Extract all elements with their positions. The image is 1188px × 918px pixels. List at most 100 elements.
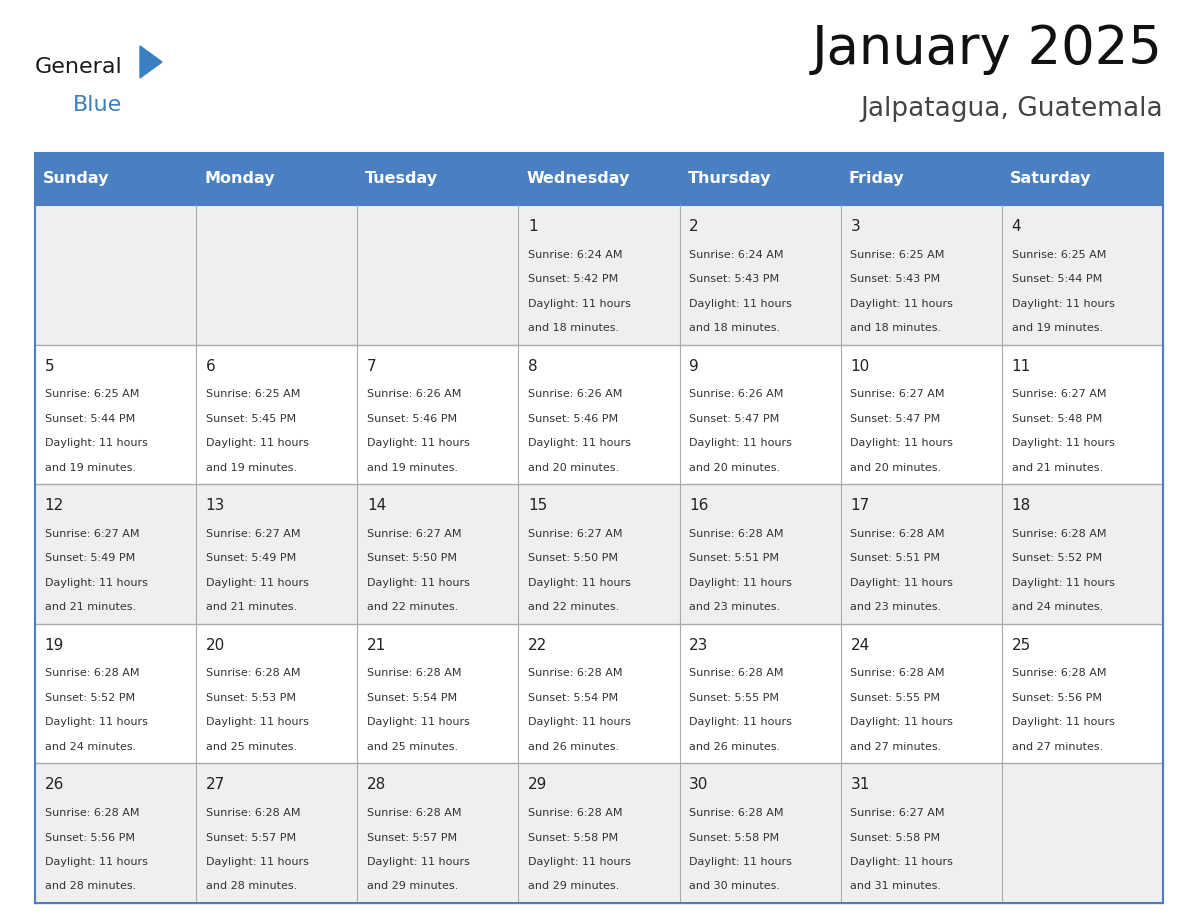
Text: Daylight: 11 hours: Daylight: 11 hours xyxy=(45,717,147,727)
Bar xyxy=(1001,205,1163,344)
Bar xyxy=(518,484,680,624)
Text: Daylight: 11 hours: Daylight: 11 hours xyxy=(851,717,953,727)
Text: and 24 minutes.: and 24 minutes. xyxy=(1011,602,1102,612)
Text: and 24 minutes.: and 24 minutes. xyxy=(45,742,135,752)
Text: Sunset: 5:44 PM: Sunset: 5:44 PM xyxy=(45,414,135,424)
Text: and 22 minutes.: and 22 minutes. xyxy=(529,602,619,612)
Text: Sunrise: 6:25 AM: Sunrise: 6:25 AM xyxy=(45,389,139,399)
Text: Sunrise: 6:27 AM: Sunrise: 6:27 AM xyxy=(367,529,461,539)
Text: and 27 minutes.: and 27 minutes. xyxy=(851,742,942,752)
Text: Sunset: 5:57 PM: Sunset: 5:57 PM xyxy=(367,833,457,843)
Bar xyxy=(358,484,518,624)
Bar xyxy=(196,205,358,344)
Text: and 25 minutes.: and 25 minutes. xyxy=(206,742,297,752)
Text: Sunset: 5:47 PM: Sunset: 5:47 PM xyxy=(851,414,941,424)
Text: 26: 26 xyxy=(45,778,64,792)
Text: Sunset: 5:49 PM: Sunset: 5:49 PM xyxy=(206,554,296,564)
Text: Sunset: 5:52 PM: Sunset: 5:52 PM xyxy=(45,693,134,703)
Text: Saturday: Saturday xyxy=(1010,172,1092,186)
Text: and 25 minutes.: and 25 minutes. xyxy=(367,742,459,752)
Text: Sunrise: 6:25 AM: Sunrise: 6:25 AM xyxy=(851,250,944,260)
Text: Thursday: Thursday xyxy=(688,172,771,186)
Text: and 31 minutes.: and 31 minutes. xyxy=(851,881,941,891)
Text: Sunrise: 6:24 AM: Sunrise: 6:24 AM xyxy=(529,250,623,260)
Text: Sunrise: 6:27 AM: Sunrise: 6:27 AM xyxy=(45,529,139,539)
Bar xyxy=(196,344,358,484)
Text: Daylight: 11 hours: Daylight: 11 hours xyxy=(206,438,309,448)
Text: Sunset: 5:43 PM: Sunset: 5:43 PM xyxy=(851,274,941,284)
Text: Daylight: 11 hours: Daylight: 11 hours xyxy=(851,577,953,588)
Text: Sunset: 5:50 PM: Sunset: 5:50 PM xyxy=(529,554,618,564)
Text: Sunrise: 6:27 AM: Sunrise: 6:27 AM xyxy=(851,808,944,818)
Bar xyxy=(196,624,358,764)
Bar xyxy=(680,205,841,344)
Text: Sunrise: 6:27 AM: Sunrise: 6:27 AM xyxy=(206,529,301,539)
Text: General: General xyxy=(34,57,122,77)
Text: and 19 minutes.: and 19 minutes. xyxy=(1011,323,1102,333)
Text: Daylight: 11 hours: Daylight: 11 hours xyxy=(529,717,631,727)
Bar xyxy=(358,205,518,344)
Text: and 23 minutes.: and 23 minutes. xyxy=(851,602,942,612)
Text: Daylight: 11 hours: Daylight: 11 hours xyxy=(367,856,469,867)
Text: and 26 minutes.: and 26 minutes. xyxy=(529,742,619,752)
Bar xyxy=(34,764,196,903)
Text: Daylight: 11 hours: Daylight: 11 hours xyxy=(851,438,953,448)
Text: Blue: Blue xyxy=(72,95,122,115)
Text: Sunset: 5:53 PM: Sunset: 5:53 PM xyxy=(206,693,296,703)
Text: Sunset: 5:49 PM: Sunset: 5:49 PM xyxy=(45,554,135,564)
Text: Monday: Monday xyxy=(204,172,274,186)
Text: Friday: Friday xyxy=(848,172,904,186)
Text: 31: 31 xyxy=(851,778,870,792)
Text: Sunrise: 6:28 AM: Sunrise: 6:28 AM xyxy=(45,668,139,678)
Text: and 19 minutes.: and 19 minutes. xyxy=(367,463,459,473)
Text: 18: 18 xyxy=(1011,498,1031,513)
Text: 27: 27 xyxy=(206,778,225,792)
Text: Sunset: 5:46 PM: Sunset: 5:46 PM xyxy=(529,414,618,424)
Text: 8: 8 xyxy=(529,359,538,374)
Text: Sunset: 5:52 PM: Sunset: 5:52 PM xyxy=(1011,554,1101,564)
Bar xyxy=(680,764,841,903)
Text: Sunrise: 6:28 AM: Sunrise: 6:28 AM xyxy=(1011,668,1106,678)
Bar xyxy=(518,205,680,344)
Text: Daylight: 11 hours: Daylight: 11 hours xyxy=(851,298,953,308)
Text: 2: 2 xyxy=(689,219,699,234)
Text: Daylight: 11 hours: Daylight: 11 hours xyxy=(367,577,469,588)
Text: 24: 24 xyxy=(851,638,870,653)
Bar xyxy=(34,153,196,205)
Bar xyxy=(680,624,841,764)
Text: and 29 minutes.: and 29 minutes. xyxy=(367,881,459,891)
Bar xyxy=(1001,153,1163,205)
Text: Daylight: 11 hours: Daylight: 11 hours xyxy=(529,298,631,308)
Bar xyxy=(358,764,518,903)
Bar xyxy=(680,344,841,484)
Text: and 26 minutes.: and 26 minutes. xyxy=(689,742,781,752)
Text: 13: 13 xyxy=(206,498,226,513)
Bar xyxy=(1001,344,1163,484)
Text: Sunrise: 6:27 AM: Sunrise: 6:27 AM xyxy=(1011,389,1106,399)
Bar xyxy=(34,484,196,624)
Text: Sunset: 5:43 PM: Sunset: 5:43 PM xyxy=(689,274,779,284)
Text: Daylight: 11 hours: Daylight: 11 hours xyxy=(1011,577,1114,588)
Text: Sunset: 5:54 PM: Sunset: 5:54 PM xyxy=(367,693,457,703)
Text: and 28 minutes.: and 28 minutes. xyxy=(45,881,135,891)
Polygon shape xyxy=(140,46,162,78)
Text: Sunset: 5:54 PM: Sunset: 5:54 PM xyxy=(529,693,618,703)
Text: and 28 minutes.: and 28 minutes. xyxy=(206,881,297,891)
Text: 15: 15 xyxy=(529,498,548,513)
Text: Sunset: 5:56 PM: Sunset: 5:56 PM xyxy=(1011,693,1101,703)
Text: Sunrise: 6:25 AM: Sunrise: 6:25 AM xyxy=(1011,250,1106,260)
Text: and 21 minutes.: and 21 minutes. xyxy=(206,602,297,612)
Text: Sunset: 5:51 PM: Sunset: 5:51 PM xyxy=(689,554,779,564)
Text: Sunrise: 6:28 AM: Sunrise: 6:28 AM xyxy=(206,668,301,678)
Text: 20: 20 xyxy=(206,638,225,653)
Bar xyxy=(841,153,1001,205)
Bar xyxy=(680,153,841,205)
Bar xyxy=(358,153,518,205)
Text: Sunrise: 6:28 AM: Sunrise: 6:28 AM xyxy=(1011,529,1106,539)
Text: and 29 minutes.: and 29 minutes. xyxy=(529,881,619,891)
Text: 9: 9 xyxy=(689,359,699,374)
Text: Sunrise: 6:28 AM: Sunrise: 6:28 AM xyxy=(529,808,623,818)
Bar xyxy=(841,205,1001,344)
Text: Sunset: 5:51 PM: Sunset: 5:51 PM xyxy=(851,554,941,564)
Bar xyxy=(1001,484,1163,624)
